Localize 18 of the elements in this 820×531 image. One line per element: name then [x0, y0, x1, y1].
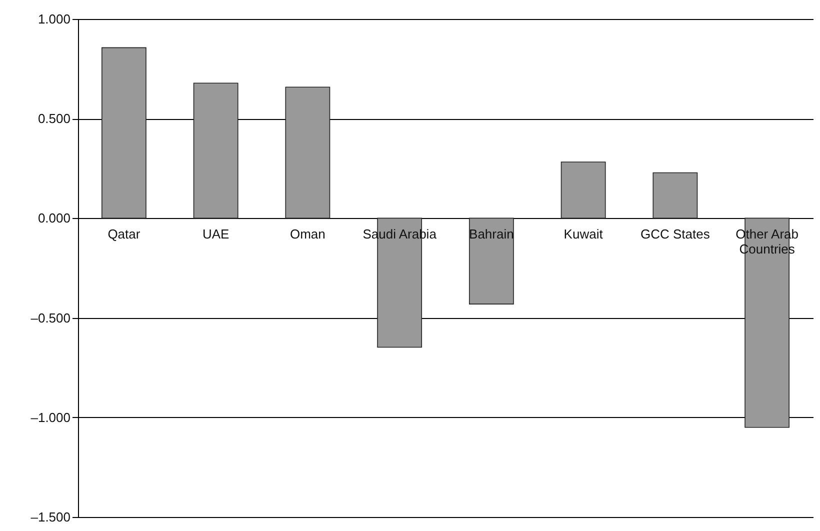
y-tick-label: –1.500	[30, 510, 70, 524]
bar	[101, 47, 146, 219]
bar	[193, 82, 238, 219]
bar	[468, 218, 514, 304]
x-tick-label: GCC States	[640, 226, 710, 242]
bar	[285, 86, 330, 219]
x-tick-label: UAE	[202, 226, 230, 242]
y-tick-label: 0.000	[38, 210, 70, 226]
bar	[652, 172, 698, 219]
y-tick-label: –1.000	[30, 410, 70, 425]
y-tick-label: 1.000	[38, 12, 70, 26]
x-tick-label: Oman	[290, 226, 326, 242]
x-tick-label: Kuwait	[564, 226, 604, 242]
bar	[560, 162, 606, 219]
x-tick-label: Bahrain	[469, 226, 514, 242]
x-tick-label: Qatar	[108, 226, 141, 242]
y-tick-label: 0.500	[38, 111, 70, 126]
y-tick-label: –0.500	[30, 310, 70, 326]
